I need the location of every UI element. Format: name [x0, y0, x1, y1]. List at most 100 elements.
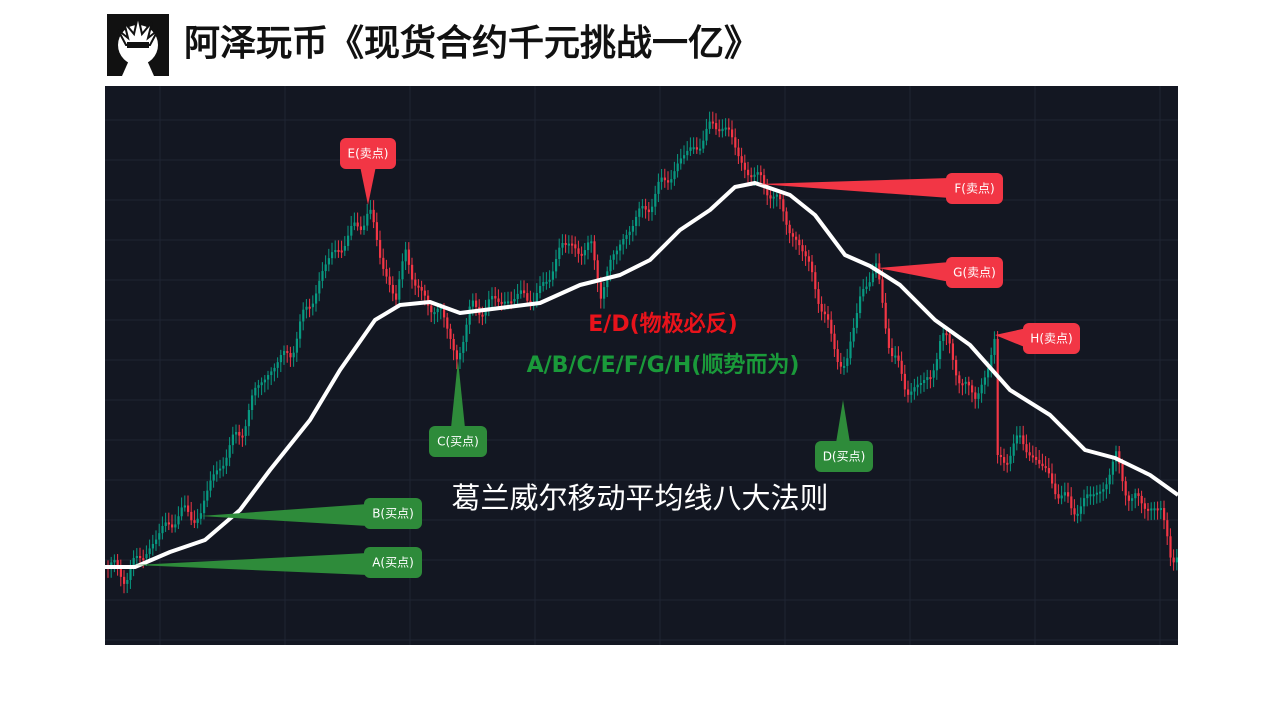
callout-box [1023, 323, 1080, 354]
candle-body [225, 457, 228, 466]
candle-body [948, 334, 951, 344]
candle-body [519, 290, 522, 294]
candle-body [583, 250, 586, 256]
candle-body [299, 321, 302, 339]
candle-body [1118, 451, 1121, 464]
candle-body [548, 279, 551, 282]
candle-body [315, 293, 318, 304]
candle-body [593, 241, 596, 261]
candle-body [471, 300, 474, 307]
candle-body [1092, 494, 1095, 497]
candle-body [443, 307, 446, 318]
candle-body [1147, 508, 1150, 511]
candle-body [183, 505, 186, 508]
candle-body [286, 351, 289, 354]
candle-body [302, 309, 305, 322]
candle-body [644, 206, 647, 210]
candle-body [619, 244, 622, 251]
candle-body [801, 245, 804, 252]
candle-body [945, 333, 948, 336]
candle-body [884, 302, 887, 329]
candle-body [542, 282, 545, 286]
candle-body [772, 196, 775, 199]
candle-body [375, 222, 378, 241]
candle-body [993, 338, 996, 355]
candle-body [999, 455, 1002, 458]
candle-body [526, 293, 529, 301]
candle-body [897, 355, 900, 361]
candle-body [596, 260, 599, 283]
candle-body [206, 490, 209, 501]
candle-body [283, 351, 286, 356]
candle-body [715, 123, 718, 130]
candle-body [951, 343, 954, 360]
candle-body [843, 365, 846, 368]
candle-body [923, 380, 926, 383]
candle-body [631, 225, 634, 232]
candle-body [638, 208, 641, 217]
candle-body [417, 285, 420, 288]
candle-body [231, 434, 234, 446]
candle-body [395, 293, 398, 300]
candle-body [331, 252, 334, 259]
candle-body [628, 231, 631, 236]
candle-body [651, 206, 654, 213]
candle-body [731, 129, 734, 138]
candle-body [401, 261, 404, 280]
callout-box [364, 547, 422, 578]
candle-body [391, 284, 394, 294]
candle-body [177, 516, 180, 525]
candle-body [475, 300, 478, 307]
candle-body [894, 355, 897, 358]
candle-body [1121, 463, 1124, 482]
candle-body [321, 271, 324, 281]
candle-body [862, 289, 865, 297]
candle-body [747, 169, 750, 176]
callout-pointer [836, 400, 850, 443]
candle-body [721, 128, 724, 132]
candle-body [350, 225, 353, 236]
candle-body [497, 298, 500, 302]
callout-label: D(买点) [823, 450, 866, 464]
candle-body [420, 286, 423, 291]
candle-body [1137, 493, 1140, 496]
candle-body [171, 524, 174, 528]
callout-label: F(卖点) [954, 182, 994, 196]
candle-body [535, 293, 538, 303]
candle-body [615, 250, 618, 255]
candle-body [702, 140, 705, 149]
candle-body [692, 147, 695, 150]
candle-body [833, 333, 836, 350]
candle-body [1012, 443, 1015, 456]
candle-body [164, 522, 167, 526]
candle-body [1156, 508, 1159, 511]
candle-body [209, 480, 212, 491]
candle-body [599, 282, 602, 299]
moving-average [105, 181, 1180, 569]
header-title: 阿泽玩币《现货合约千元挑战一亿》 [184, 23, 760, 64]
candle-body [404, 249, 407, 262]
candle-body [430, 305, 433, 313]
candle-body [251, 395, 254, 411]
candle-body [353, 222, 356, 226]
callout-pointer [995, 328, 1027, 348]
callout-pointer [360, 166, 376, 205]
candle-body [839, 361, 842, 367]
candle-body [363, 225, 366, 230]
candle-body [590, 241, 593, 244]
candle-body [820, 303, 823, 312]
candle-body [983, 377, 986, 385]
candle-body [132, 557, 135, 568]
candle-body [452, 338, 455, 351]
candle-body [711, 121, 714, 124]
candle-body [119, 566, 122, 577]
candle-body [571, 243, 574, 246]
candle-body [1073, 508, 1076, 515]
candle-body [385, 268, 388, 277]
candle-body [263, 379, 266, 383]
candle-body [180, 507, 183, 517]
candle-body [779, 194, 782, 200]
candle-body [1070, 496, 1073, 509]
candle-body [1041, 463, 1044, 467]
candle-body [663, 177, 666, 181]
